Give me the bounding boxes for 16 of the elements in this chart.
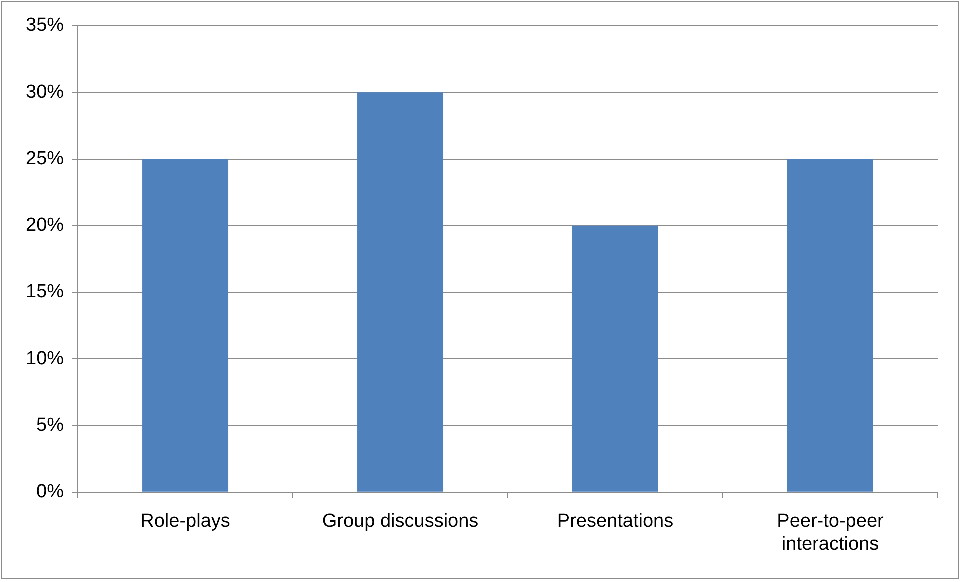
y-tick-label: 15% bbox=[26, 282, 64, 303]
y-tick-label: 20% bbox=[26, 215, 64, 236]
x-tick-label: Role-plays bbox=[140, 511, 230, 532]
y-tick-label: 10% bbox=[26, 348, 64, 370]
x-tick-label: Group discussions bbox=[322, 511, 479, 532]
y-tick-label: 0% bbox=[36, 482, 64, 503]
bar bbox=[142, 159, 229, 492]
y-tick-label: 35% bbox=[26, 15, 64, 36]
y-tick-label: 5% bbox=[36, 415, 64, 436]
bar bbox=[788, 159, 874, 492]
y-tick-label: 30% bbox=[26, 82, 64, 103]
bar bbox=[358, 92, 444, 492]
bar bbox=[572, 226, 659, 492]
y-tick-label: 25% bbox=[26, 148, 64, 170]
x-tick-label: Presentations bbox=[557, 511, 674, 532]
x-tick-label: Peer-to-peer interactions bbox=[777, 511, 884, 555]
